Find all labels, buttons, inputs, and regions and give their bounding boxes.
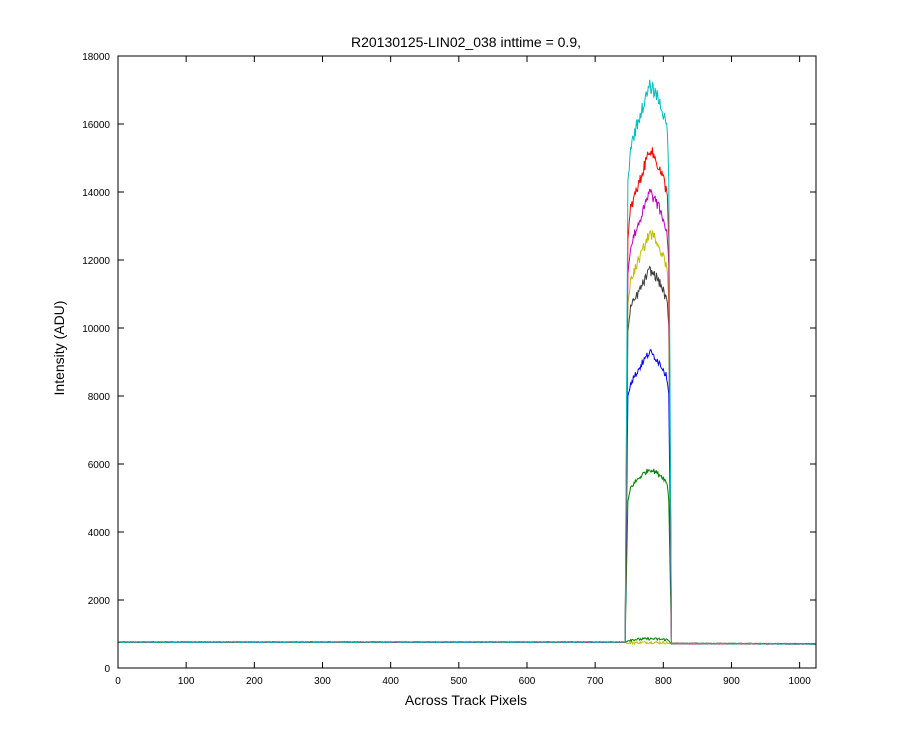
y-tick-label: 0	[104, 664, 110, 675]
x-tick-label: 200	[246, 676, 263, 687]
y-tick-label: 6000	[88, 460, 111, 471]
series-line-9	[117, 79, 817, 645]
x-tick-label: 300	[314, 676, 331, 687]
series-layer	[117, 79, 817, 646]
ticks-layer: 0 100 200 300 400 500 600 700 800 900 100002000400…	[82, 52, 816, 687]
x-tick-label: 900	[723, 676, 740, 687]
x-tick-label: 600	[519, 676, 536, 687]
y-tick-label: 18000	[82, 52, 110, 63]
x-tick-label: 100	[178, 676, 195, 687]
x-tick-label: 800	[655, 676, 672, 687]
y-tick-label: 16000	[82, 120, 110, 131]
x-axis-label: Across Track Pixels	[405, 692, 527, 708]
x-tick-label: 400	[382, 676, 399, 687]
y-axis-label: Intensity (ADU)	[51, 301, 67, 396]
chart-title: R20130125-LIN02_038 inttime = 0.9,	[351, 34, 581, 50]
x-tick-label: 500	[450, 676, 467, 687]
plot-area	[118, 56, 816, 668]
y-tick-label: 4000	[88, 528, 111, 539]
y-tick-label: 8000	[88, 392, 111, 403]
x-tick-label: 0	[115, 676, 121, 687]
x-tick-label: 700	[587, 676, 604, 687]
y-tick-label: 12000	[82, 256, 110, 267]
y-tick-label: 10000	[82, 324, 110, 335]
y-tick-label: 2000	[88, 596, 111, 607]
y-tick-label: 14000	[82, 188, 110, 199]
plot-frame	[117, 55, 817, 669]
x-tick-label: 1000	[789, 676, 812, 687]
